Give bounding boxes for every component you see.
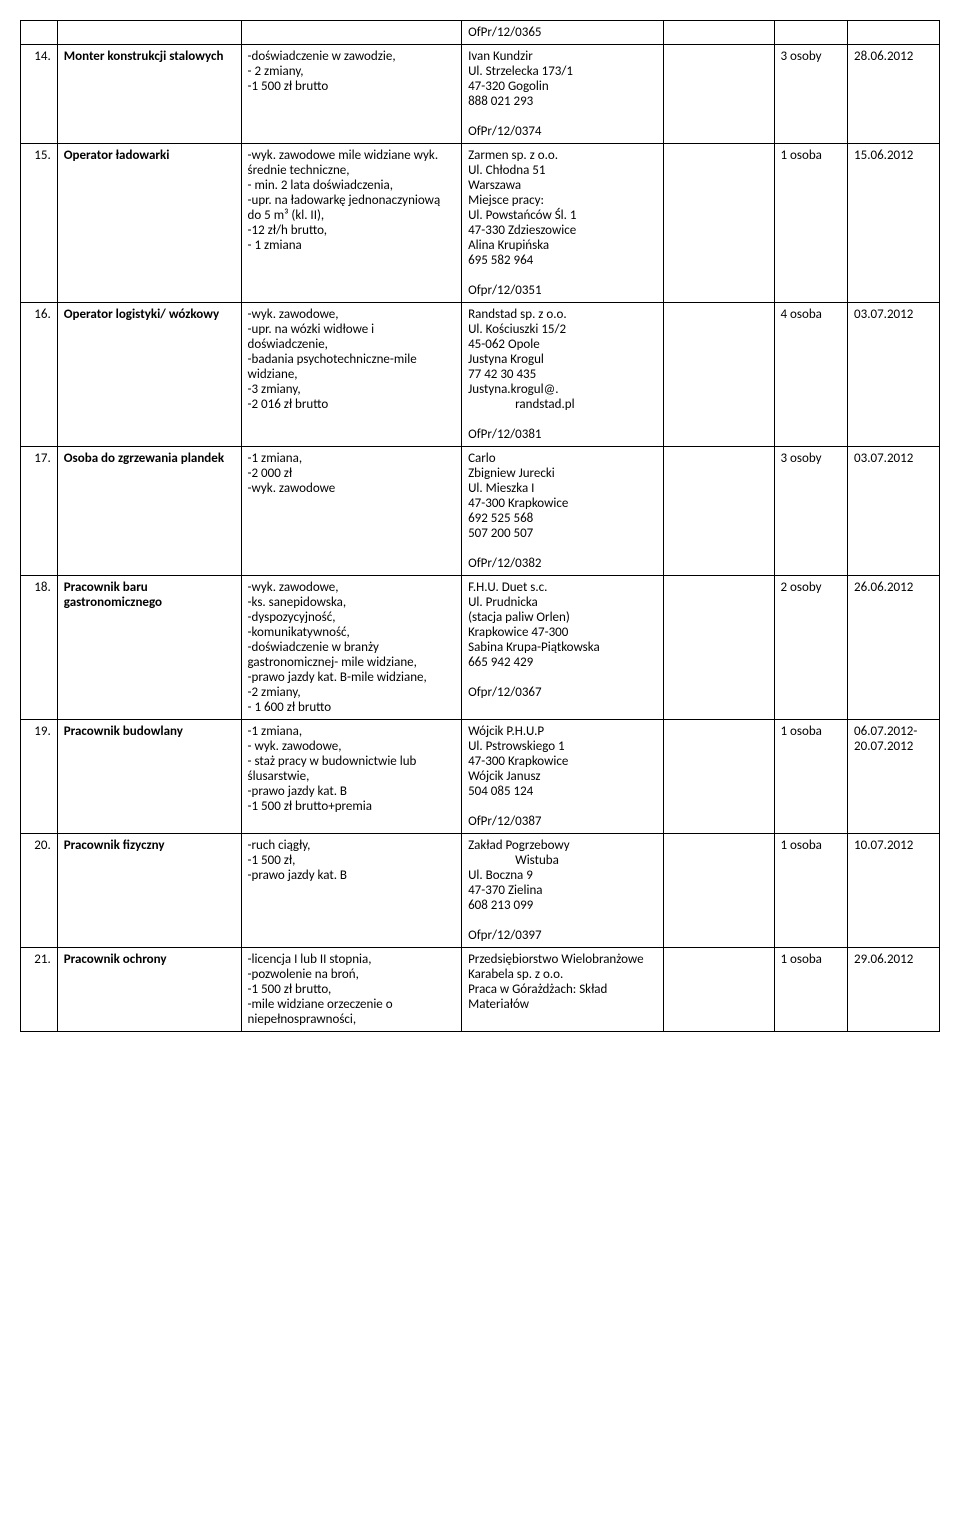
blank-cell <box>664 447 774 576</box>
row-number: 18. <box>21 576 58 720</box>
table-row: 16. Operator logistyki/ wózkowy -wyk. zawo… <box>21 303 940 447</box>
contact: F.H.U. Duet s.c. Ul. Prudnicka (stacja p… <box>462 576 664 720</box>
date: 29.06.2012 <box>848 948 940 1032</box>
job-title-text: Monter konstrukcji stalowych <box>64 49 224 64</box>
job-title-text: Pracownik ochrony <box>64 952 167 967</box>
date: 03.07.2012 <box>848 447 940 576</box>
requirements: -licencja I lub II stopnia, -pozwolenie … <box>241 948 462 1032</box>
table-row: 14. Monter konstrukcji stalowych -doświadc… <box>21 45 940 144</box>
blank-cell <box>664 144 774 303</box>
row-number: 19. <box>21 720 58 834</box>
blank-cell <box>664 720 774 834</box>
blank-cell <box>664 948 774 1032</box>
date: 26.06.2012 <box>848 576 940 720</box>
row-number: 21. <box>21 948 58 1032</box>
job-listings-table: OfPr/12/0365 14. Monter konstrukcji stalow… <box>20 20 940 1032</box>
row-number <box>21 21 58 45</box>
date: 06.07.2012-20.07.2012 <box>848 720 940 834</box>
contact: Przedsiębiorstwo Wielobranżowe Karabela … <box>462 948 664 1032</box>
table-row: 15. Operator ładowarki -wyk. zawodowe mile… <box>21 144 940 303</box>
table-row: OfPr/12/0365 <box>21 21 940 45</box>
count: 4 osoba <box>774 303 848 447</box>
blank-cell <box>664 834 774 948</box>
job-title: Operator ładowarki <box>57 144 241 303</box>
requirements: -1 zmiana, -2 000 zł -wyk. zawodowe <box>241 447 462 576</box>
job-title: Operator logistyki/ wózkowy <box>57 303 241 447</box>
row-number: 20. <box>21 834 58 948</box>
requirements: -wyk. zawodowe, -ks. sanepidowska, -dysp… <box>241 576 462 720</box>
table-row: 18.Pracownik baru gastronomicznego -wyk. … <box>21 576 940 720</box>
row-number: 15. <box>21 144 58 303</box>
count: 1 osoba <box>774 720 848 834</box>
date: 15.06.2012 <box>848 144 940 303</box>
row-number: 14. <box>21 45 58 144</box>
date: 10.07.2012 <box>848 834 940 948</box>
contact: Randstad sp. z o.o. Ul. Kościuszki 15/2 … <box>462 303 664 447</box>
job-title <box>57 21 241 45</box>
requirements: -wyk. zawodowe mile widziane wyk. średni… <box>241 144 462 303</box>
job-title-text: Pracownik fizyczny <box>64 838 165 853</box>
count: 2 osoby <box>774 576 848 720</box>
count: 1 osoba <box>774 144 848 303</box>
table-row: 19. Pracownik budowlany -1 zmiana, - wyk. … <box>21 720 940 834</box>
count: 3 osoby <box>774 45 848 144</box>
blank-cell <box>664 576 774 720</box>
count <box>774 21 848 45</box>
job-title: Monter konstrukcji stalowych <box>57 45 241 144</box>
count: 3 osoby <box>774 447 848 576</box>
requirements: -ruch ciągły, -1 500 zł, -prawo jazdy ka… <box>241 834 462 948</box>
job-title-text: Osoba do zgrzewania plandek <box>64 451 224 466</box>
contact: OfPr/12/0365 <box>462 21 664 45</box>
count: 1 osoba <box>774 834 848 948</box>
count: 1 osoba <box>774 948 848 1032</box>
job-title: Pracownik baru gastronomicznego <box>57 576 241 720</box>
contact: Wójcik P.H.U.P Ul. Pstrowskiego 1 47-300… <box>462 720 664 834</box>
job-title-text: Operator logistyki/ wózkowy <box>64 307 219 322</box>
contact: Carlo Zbigniew Jurecki Ul. Mieszka I 47-… <box>462 447 664 576</box>
job-title: Pracownik fizyczny <box>57 834 241 948</box>
job-title: Osoba do zgrzewania plandek <box>57 447 241 576</box>
date: 28.06.2012 <box>848 45 940 144</box>
job-title: Pracownik ochrony <box>57 948 241 1032</box>
date: 03.07.2012 <box>848 303 940 447</box>
contact: Zakład Pogrzebowy Wistuba Ul. Boczna 9 4… <box>462 834 664 948</box>
job-title-text: Pracownik baru gastronomicznego <box>64 580 162 610</box>
table-row: 17. Osoba do zgrzewania plandek -1 zmiana,… <box>21 447 940 576</box>
blank-cell <box>664 21 774 45</box>
blank-cell <box>664 45 774 144</box>
contact: Zarmen sp. z o.o. Ul. Chłodna 51 Warszaw… <box>462 144 664 303</box>
job-title: Pracownik budowlany <box>57 720 241 834</box>
job-title-text: Operator ładowarki <box>64 148 170 163</box>
row-number: 17. <box>21 447 58 576</box>
contact: Ivan Kundzir Ul. Strzelecka 173/1 47-320… <box>462 45 664 144</box>
table-row: 21. Pracownik ochrony -licencja I lub II s… <box>21 948 940 1032</box>
date <box>848 21 940 45</box>
row-number: 16. <box>21 303 58 447</box>
job-title-text: Pracownik budowlany <box>64 724 183 739</box>
table-row: 20. Pracownik fizyczny -ruch ciągły, -1 50… <box>21 834 940 948</box>
blank-cell <box>664 303 774 447</box>
requirements: -wyk. zawodowe, -upr. na wózki widłowe i… <box>241 303 462 447</box>
requirements: -1 zmiana, - wyk. zawodowe, - staż pracy… <box>241 720 462 834</box>
requirements: -doświadczenie w zawodzie, - 2 zmiany, -… <box>241 45 462 144</box>
requirements <box>241 21 462 45</box>
